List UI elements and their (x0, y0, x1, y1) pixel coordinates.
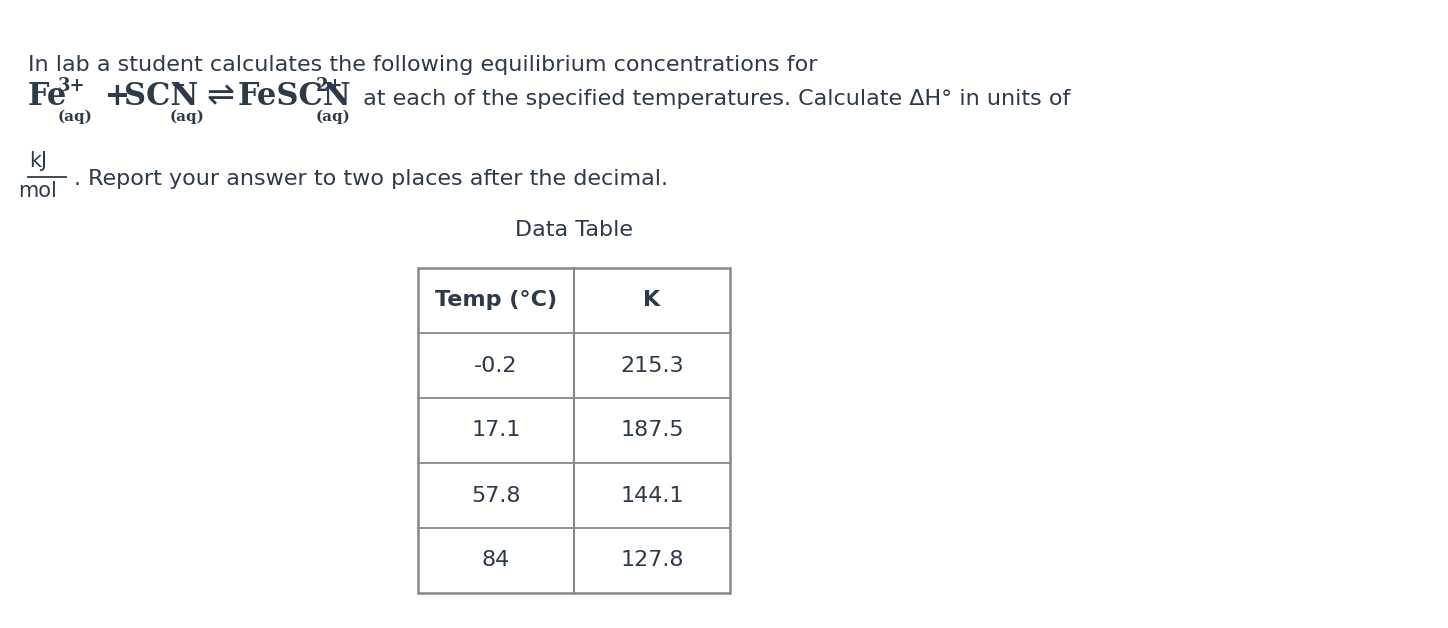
Text: SCN: SCN (125, 81, 198, 112)
Text: at each of the specified temperatures. Calculate ΔH° in units of: at each of the specified temperatures. C… (356, 89, 1070, 109)
Text: mol: mol (19, 181, 58, 201)
Text: Fe: Fe (28, 81, 68, 112)
Text: 187.5: 187.5 (620, 421, 683, 440)
Text: 84: 84 (482, 551, 510, 570)
Bar (418, 268, 730, 593)
Text: (aq): (aq) (316, 110, 350, 124)
Text: 57.8: 57.8 (471, 485, 521, 506)
Text: In lab a student calculates the following equilibrium concentrations for: In lab a student calculates the followin… (28, 55, 818, 75)
Text: (aq): (aq) (169, 110, 204, 124)
Text: 17.1: 17.1 (471, 421, 521, 440)
Text: 3+: 3+ (58, 77, 85, 95)
Text: ⇌: ⇌ (206, 79, 235, 112)
Text: +: + (94, 81, 140, 112)
Text: 2+: 2+ (316, 77, 343, 95)
Text: K: K (643, 291, 660, 310)
Text: . Report your answer to two places after the decimal.: . Report your answer to two places after… (74, 169, 668, 189)
Text: kJ: kJ (29, 151, 46, 171)
Text: 127.8: 127.8 (620, 551, 683, 570)
Text: FeSCN: FeSCN (237, 81, 352, 112)
Text: −: − (169, 77, 185, 95)
Text: (aq): (aq) (58, 110, 93, 124)
Text: Data Table: Data Table (515, 220, 633, 240)
Text: -0.2: -0.2 (475, 355, 518, 376)
Text: 215.3: 215.3 (620, 355, 683, 376)
Text: 144.1: 144.1 (620, 485, 683, 506)
Text: Temp (°C): Temp (°C) (434, 291, 557, 310)
